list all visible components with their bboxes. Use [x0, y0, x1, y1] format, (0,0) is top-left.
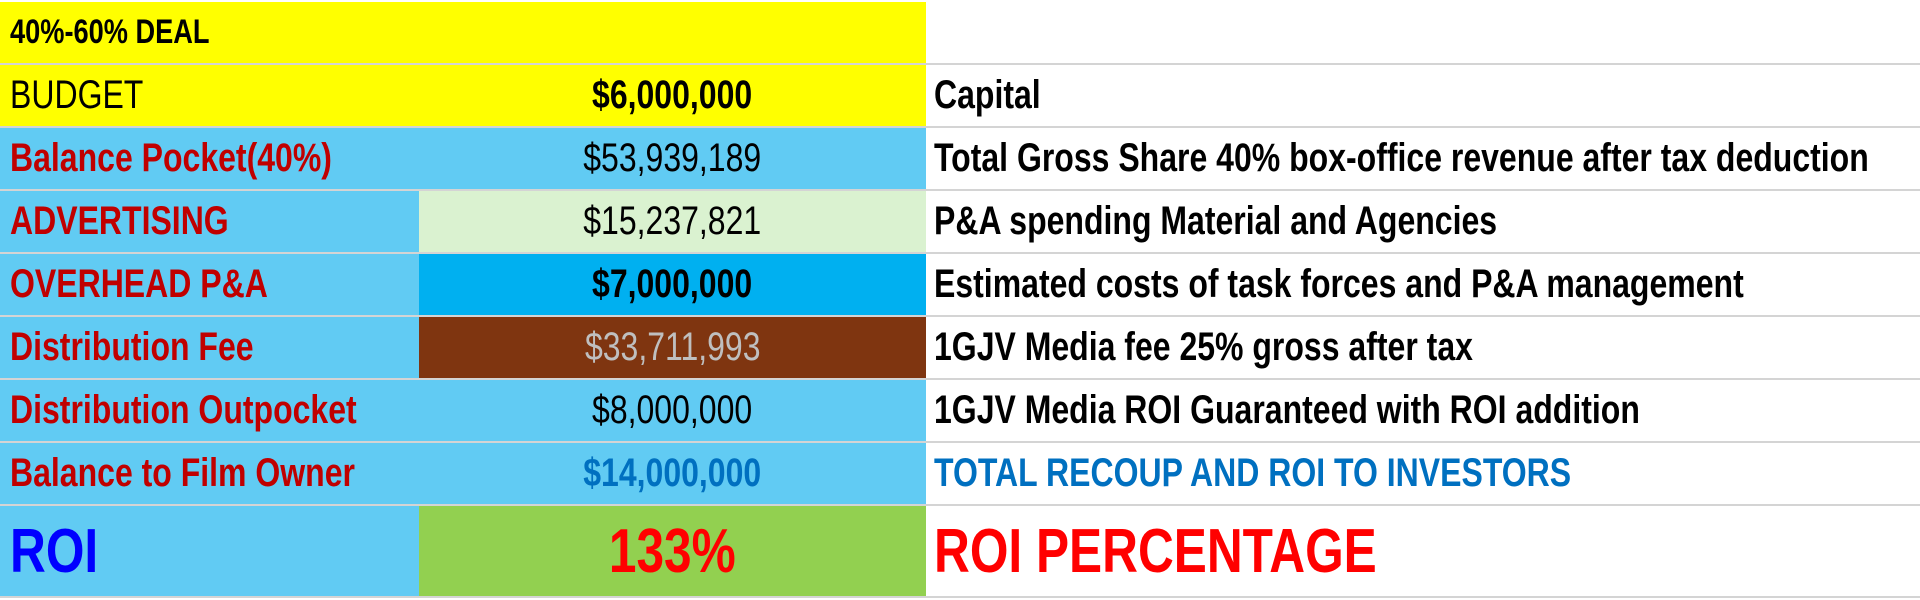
table-row-overhead: OVERHEAD P&A $7,000,000 Estimated costs … [0, 254, 1920, 317]
roi-label: ROI [10, 516, 99, 586]
label-cell[interactable]: Balance Pocket(40%) [0, 128, 419, 189]
deal-title: 40%-60% DEAL [10, 13, 210, 51]
row-value: $14,000,000 [583, 451, 762, 495]
empty-cell[interactable] [926, 2, 1920, 63]
label-cell[interactable]: Balance to Film Owner [0, 443, 419, 504]
row-label: Balance Pocket(40%) [10, 136, 332, 180]
row-note: Total Gross Share 40% box-office revenue… [934, 136, 1869, 180]
row-value: $33,711,993 [584, 325, 761, 369]
label-cell[interactable]: ADVERTISING [0, 191, 419, 252]
row-note: Capital [934, 73, 1041, 117]
title-row: 40%-60% DEAL [0, 2, 1920, 65]
label-cell[interactable]: Distribution Outpocket [0, 380, 419, 441]
table-row-balance-pocket: Balance Pocket(40%) $53,939,189 Total Gr… [0, 128, 1920, 191]
note-cell[interactable]: 1GJV Media ROI Guaranteed with ROI addit… [926, 380, 1920, 441]
row-note: TOTAL RECOUP AND ROI TO INVESTORS [934, 451, 1572, 495]
value-cell[interactable]: $53,939,189 [419, 128, 926, 189]
table-row-balance-film-owner: Balance to Film Owner $14,000,000 TOTAL … [0, 443, 1920, 506]
value-cell[interactable]: $8,000,000 [419, 380, 926, 441]
value-cell[interactable]: 133% [419, 506, 926, 596]
label-cell[interactable]: BUDGET [0, 65, 419, 126]
row-label: Distribution Outpocket [10, 388, 357, 432]
table-row-advertising: ADVERTISING $15,237,821 P&A spending Mat… [0, 191, 1920, 254]
value-cell[interactable]: $7,000,000 [419, 254, 926, 315]
row-value: $53,939,189 [583, 136, 762, 180]
row-label: Distribution Fee [10, 325, 254, 369]
note-cell[interactable]: P&A spending Material and Agencies [926, 191, 1920, 252]
row-note: 1GJV Media ROI Guaranteed with ROI addit… [934, 388, 1640, 432]
table-row-distribution-outpocket: Distribution Outpocket $8,000,000 1GJV M… [0, 380, 1920, 443]
value-cell[interactable]: $14,000,000 [419, 443, 926, 504]
note-cell[interactable]: TOTAL RECOUP AND ROI TO INVESTORS [926, 443, 1920, 504]
roi-note: ROI PERCENTAGE [934, 516, 1377, 586]
note-cell[interactable]: ROI PERCENTAGE [926, 506, 1920, 596]
note-cell[interactable]: 1GJV Media fee 25% gross after tax [926, 317, 1920, 378]
row-label: BUDGET [10, 73, 144, 117]
label-cell[interactable]: Distribution Fee [0, 317, 419, 378]
row-note: Estimated costs of task forces and P&A m… [934, 262, 1744, 306]
row-label: OVERHEAD P&A [10, 262, 268, 306]
label-cell[interactable]: OVERHEAD P&A [0, 254, 419, 315]
note-cell[interactable]: Estimated costs of task forces and P&A m… [926, 254, 1920, 315]
label-cell[interactable]: ROI [0, 506, 419, 596]
row-value: $7,000,000 [592, 262, 753, 306]
row-label: ADVERTISING [10, 199, 229, 243]
note-cell[interactable]: Capital [926, 65, 1920, 126]
value-cell[interactable]: $15,237,821 [419, 191, 926, 252]
row-value: $15,237,821 [583, 199, 762, 243]
row-label: Balance to Film Owner [10, 451, 355, 495]
table-row-distribution-fee: Distribution Fee $33,711,993 1GJV Media … [0, 317, 1920, 380]
row-note: 1GJV Media fee 25% gross after tax [934, 325, 1473, 369]
row-value: $8,000,000 [592, 388, 753, 432]
title-cell[interactable]: 40%-60% DEAL [0, 2, 419, 63]
row-note: P&A spending Material and Agencies [934, 199, 1498, 243]
row-value: $6,000,000 [592, 73, 753, 117]
roi-value: 133% [609, 516, 736, 586]
empty-cell[interactable] [419, 2, 926, 63]
value-cell[interactable]: $6,000,000 [419, 65, 926, 126]
value-cell[interactable]: $33,711,993 [419, 317, 926, 378]
table-row-roi: ROI 133% ROI PERCENTAGE [0, 506, 1920, 598]
note-cell[interactable]: Total Gross Share 40% box-office revenue… [926, 128, 1920, 189]
table-row-budget: BUDGET $6,000,000 Capital [0, 65, 1920, 128]
